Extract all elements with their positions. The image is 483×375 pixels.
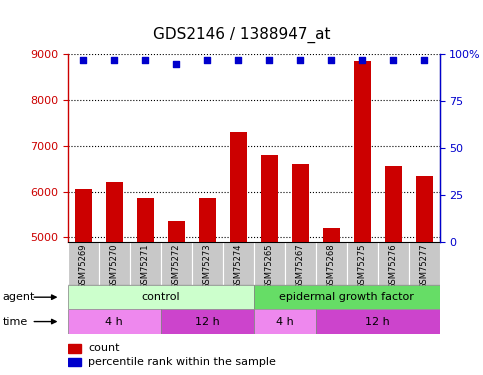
- Bar: [137, 198, 154, 242]
- Bar: [378, 242, 409, 285]
- Point: [141, 57, 149, 63]
- Bar: [415, 176, 433, 242]
- Bar: [254, 309, 315, 334]
- Bar: [160, 309, 254, 334]
- Point: [172, 61, 180, 67]
- Bar: [68, 358, 81, 366]
- Bar: [68, 309, 160, 334]
- Bar: [315, 242, 347, 285]
- Bar: [129, 242, 161, 285]
- Bar: [106, 182, 123, 242]
- Bar: [254, 242, 284, 285]
- Bar: [68, 344, 81, 352]
- Text: control: control: [142, 292, 180, 302]
- Point: [358, 57, 366, 63]
- Point: [265, 57, 273, 63]
- Text: GSM75273: GSM75273: [202, 243, 212, 289]
- Text: GSM75267: GSM75267: [296, 243, 305, 289]
- Point: [389, 57, 397, 63]
- Bar: [168, 221, 185, 242]
- Text: GSM75268: GSM75268: [327, 243, 336, 289]
- Text: 4 h: 4 h: [276, 316, 294, 327]
- Bar: [347, 242, 378, 285]
- Bar: [229, 132, 247, 242]
- Bar: [74, 189, 92, 242]
- Text: 4 h: 4 h: [105, 316, 123, 327]
- Text: GSM75275: GSM75275: [357, 243, 367, 289]
- Point: [420, 57, 428, 63]
- Bar: [384, 166, 401, 242]
- Bar: [99, 242, 129, 285]
- Text: 12 h: 12 h: [195, 316, 219, 327]
- Bar: [354, 61, 370, 242]
- Bar: [409, 242, 440, 285]
- Text: GSM75265: GSM75265: [265, 243, 273, 289]
- Bar: [284, 242, 315, 285]
- Text: GDS2146 / 1388947_at: GDS2146 / 1388947_at: [153, 27, 330, 43]
- Bar: [68, 285, 254, 309]
- Bar: [254, 285, 440, 309]
- Bar: [223, 242, 254, 285]
- Text: epidermal growth factor: epidermal growth factor: [279, 292, 414, 302]
- Bar: [260, 155, 278, 242]
- Point: [296, 57, 304, 63]
- Bar: [292, 164, 309, 242]
- Text: GSM75270: GSM75270: [110, 243, 119, 289]
- Point: [79, 57, 87, 63]
- Text: GSM75269: GSM75269: [79, 243, 87, 289]
- Text: GSM75274: GSM75274: [234, 243, 242, 289]
- Text: GSM75271: GSM75271: [141, 243, 150, 289]
- Text: time: time: [2, 316, 28, 327]
- Point: [327, 57, 335, 63]
- Text: agent: agent: [2, 292, 35, 302]
- Point: [110, 57, 118, 63]
- Bar: [161, 242, 192, 285]
- Bar: [323, 228, 340, 242]
- Text: GSM75277: GSM75277: [420, 243, 428, 289]
- Text: 12 h: 12 h: [365, 316, 390, 327]
- Bar: [315, 309, 440, 334]
- Text: GSM75276: GSM75276: [388, 243, 398, 289]
- Bar: [199, 198, 215, 242]
- Bar: [192, 242, 223, 285]
- Text: count: count: [88, 344, 120, 354]
- Point: [203, 57, 211, 63]
- Bar: [68, 242, 99, 285]
- Text: GSM75272: GSM75272: [171, 243, 181, 289]
- Point: [234, 57, 242, 63]
- Text: percentile rank within the sample: percentile rank within the sample: [88, 357, 276, 367]
